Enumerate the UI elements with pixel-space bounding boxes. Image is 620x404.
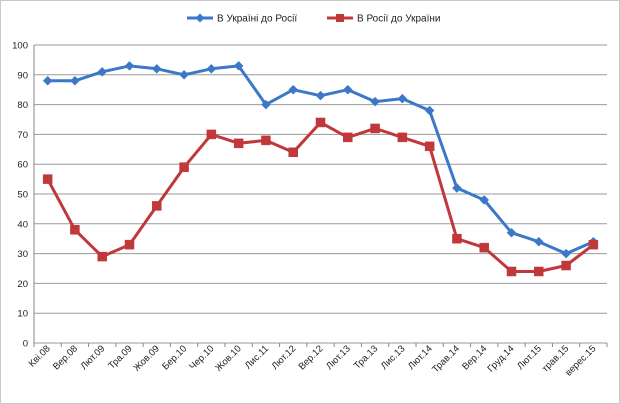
data-point-series-1 [397, 93, 408, 104]
legend-label: В Україні до Росії [217, 14, 297, 25]
data-point-series-2 [206, 129, 217, 140]
y-tick-label: 70 [17, 130, 28, 141]
y-tick-label: 90 [17, 70, 28, 81]
data-point-series-1 [42, 75, 53, 86]
x-tick-label: Жов.10 [213, 343, 244, 374]
data-point-series-1 [124, 61, 135, 71]
data-point-series-1 [315, 90, 326, 101]
y-tick-label: 80 [17, 100, 28, 111]
data-point-series-2 [315, 117, 326, 128]
data-point-series-1 [479, 195, 490, 205]
x-tick-label: Тра.09 [106, 343, 134, 371]
data-point-series-2 [343, 132, 353, 143]
data-point-series-1 [370, 96, 380, 107]
legend-label: В Росії до України [357, 14, 440, 25]
x-tick-label: Чер.10 [187, 343, 216, 372]
data-point-series-2 [424, 141, 435, 152]
data-point-series-2 [506, 266, 517, 277]
x-tick-label: Жов.09 [131, 343, 162, 374]
y-tick-label: 20 [17, 279, 28, 290]
data-point-series-1 [97, 66, 108, 77]
x-tick-label: Тра.13 [352, 343, 380, 371]
data-point-series-2 [233, 138, 244, 149]
x-tick-label: Груд.14 [486, 343, 517, 374]
data-point-series-1 [151, 63, 162, 74]
y-tick-label: 30 [17, 249, 28, 260]
data-point-series-1 [206, 63, 217, 74]
data-point-series-1 [561, 248, 571, 259]
data-point-series-2 [588, 239, 599, 250]
legend-marker [336, 14, 344, 22]
y-tick-label: 0 [23, 339, 28, 350]
x-tick-label: Лют.09 [79, 343, 108, 372]
data-point-series-2 [70, 225, 80, 235]
data-point-series-2 [479, 242, 489, 253]
y-tick-label: 60 [17, 160, 28, 171]
y-tick-label: 40 [17, 219, 28, 230]
legend-marker [195, 13, 205, 23]
data-point-series-1 [424, 105, 435, 116]
data-point-series-2 [452, 233, 462, 244]
x-tick-label: Вер.12 [297, 343, 326, 372]
y-tick-label: 50 [17, 190, 28, 201]
data-point-series-1 [233, 61, 244, 71]
y-tick-label: 10 [17, 309, 28, 320]
data-point-series-2 [534, 266, 544, 277]
data-point-series-2 [561, 260, 571, 271]
data-point-series-2 [261, 135, 271, 146]
x-tick-label: Лют.13 [324, 343, 353, 372]
data-point-series-1 [342, 84, 353, 95]
data-point-series-1 [261, 99, 271, 110]
data-point-series-2 [397, 132, 408, 143]
data-point-series-1 [288, 84, 299, 95]
x-tick-label: Вер.08 [51, 343, 80, 372]
data-point-series-2 [179, 162, 189, 172]
x-tick-label: Кві.08 [27, 343, 53, 369]
x-tick-label: Трав.14 [430, 343, 462, 375]
x-tick-label: Лис.13 [379, 343, 408, 372]
data-point-series-2 [124, 239, 135, 250]
data-point-series-1 [179, 69, 189, 80]
y-tick-label: 100 [12, 41, 28, 52]
data-point-series-2 [97, 251, 107, 262]
data-point-series-2 [42, 174, 53, 184]
x-tick-label: Бер.10 [160, 343, 189, 372]
data-point-series-1 [533, 236, 544, 247]
x-tick-label: Вер.14 [460, 343, 489, 372]
data-point-series-1 [506, 227, 517, 238]
data-point-series-2 [370, 123, 380, 134]
data-point-series-2 [152, 201, 162, 211]
data-point-series-1 [452, 183, 462, 193]
data-point-series-2 [288, 147, 298, 158]
x-tick-label: Лис.11 [243, 343, 271, 371]
data-point-series-1 [70, 75, 80, 86]
x-tick-label: Лют.12 [270, 343, 299, 372]
